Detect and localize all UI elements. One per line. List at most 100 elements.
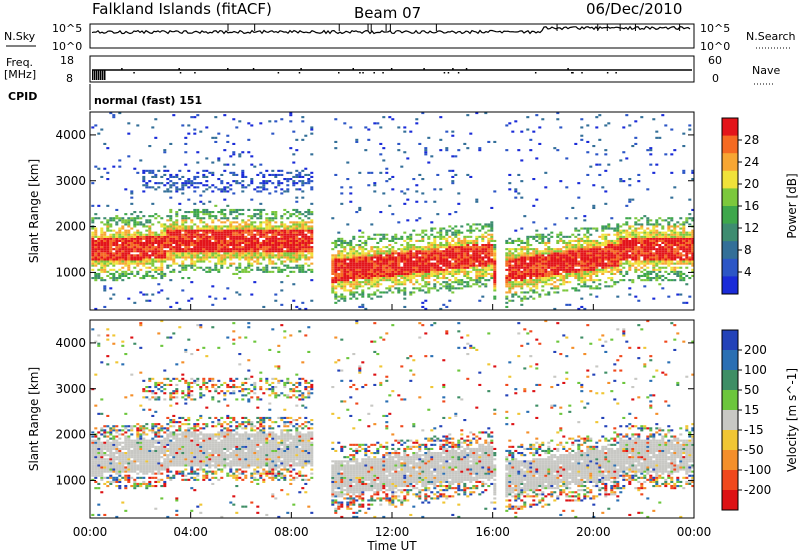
- heatmap-cell: [451, 239, 455, 242]
- heatmap-cell: [364, 262, 368, 265]
- heatmap-cell: [400, 237, 404, 240]
- heatmap-cell: [196, 258, 200, 261]
- heatmap-cell: [439, 250, 443, 253]
- heatmap-cell: [610, 279, 614, 282]
- heatmap-cell: [535, 272, 539, 275]
- heatmap-cell: [541, 279, 545, 282]
- heatmap-cell: [217, 244, 221, 247]
- heatmap-cell: [301, 252, 305, 255]
- heatmap-cell: [631, 229, 635, 232]
- frequency-dot: [423, 68, 425, 70]
- heatmap-cell: [379, 283, 383, 286]
- heatmap-cell: [478, 223, 482, 226]
- heatmap-cell: [544, 186, 548, 189]
- heatmap-cell: [427, 254, 431, 257]
- heatmap-cell: [289, 254, 293, 257]
- heatmap-cell: [493, 239, 497, 242]
- heatmap-cell: [532, 258, 536, 261]
- heatmap-cell: [175, 246, 179, 249]
- heatmap-cell: [676, 266, 680, 269]
- heatmap-cell: [655, 229, 659, 232]
- heatmap-cell: [133, 254, 137, 257]
- heatmap-cell: [409, 274, 413, 277]
- heatmap-cell: [256, 258, 260, 261]
- heatmap-cell: [190, 233, 194, 236]
- heatmap-cell: [361, 254, 365, 257]
- heatmap-cell: [160, 277, 164, 280]
- heatmap-cell: [514, 274, 518, 277]
- heatmap-cell: [121, 272, 125, 275]
- heatmap-cell: [388, 277, 392, 280]
- heatmap-cell: [142, 246, 146, 249]
- heatmap-cell: [127, 260, 131, 263]
- heatmap-cell: [115, 239, 119, 242]
- heatmap-cell: [406, 198, 410, 201]
- heatmap-cell: [280, 254, 284, 257]
- heatmap-cell: [121, 241, 125, 244]
- heatmap-cell: [340, 256, 344, 259]
- heatmap-cell: [94, 213, 98, 216]
- heatmap-cell: [409, 293, 413, 296]
- heatmap-cell: [220, 241, 224, 244]
- heatmap-cell: [100, 258, 104, 261]
- heatmap-cell: [511, 283, 515, 286]
- heatmap-cell: [595, 287, 599, 290]
- heatmap-cell: [388, 256, 392, 259]
- heatmap-cell: [310, 256, 314, 259]
- heatmap-cell: [109, 277, 113, 280]
- heatmap-cell: [568, 235, 572, 238]
- heatmap-cell: [352, 262, 356, 265]
- heatmap-cell: [301, 116, 305, 119]
- heatmap-cell: [616, 268, 620, 271]
- heatmap-cell: [592, 248, 596, 251]
- heatmap-cell: [418, 258, 422, 261]
- heatmap-cell: [346, 244, 350, 247]
- heatmap-cell: [355, 264, 359, 267]
- heatmap-cell: [463, 270, 467, 273]
- heatmap-cell: [244, 252, 248, 255]
- heatmap-cell: [520, 260, 524, 263]
- heatmap-cell: [334, 270, 338, 273]
- heatmap-cell: [466, 258, 470, 261]
- heatmap-cell: [646, 250, 650, 253]
- heatmap-cell: [619, 250, 623, 253]
- heatmap-cell: [388, 244, 392, 247]
- heatmap-cell: [274, 225, 278, 228]
- heatmap-cell: [205, 233, 209, 236]
- heatmap-cell: [676, 260, 680, 263]
- heatmap-cell: [178, 202, 182, 205]
- heatmap-cell: [430, 262, 434, 265]
- nave-tick-top: 60: [708, 54, 722, 67]
- heatmap-cell: [472, 223, 476, 226]
- heatmap-cell: [529, 281, 533, 284]
- heatmap-cell: [520, 256, 524, 259]
- heatmap-cell: [280, 231, 284, 234]
- heatmap-cell: [529, 289, 533, 292]
- heatmap-cell: [508, 281, 512, 284]
- heatmap-cell: [385, 171, 389, 174]
- heatmap-cell: [559, 272, 563, 275]
- heatmap-cell: [112, 244, 116, 247]
- heatmap-cell: [127, 244, 131, 247]
- heatmap-cell: [526, 281, 530, 284]
- heatmap-cell: [505, 260, 509, 263]
- heatmap-cell: [247, 254, 251, 257]
- heatmap-cell: [565, 256, 569, 259]
- heatmap-cell: [553, 268, 557, 271]
- heatmap-cell: [286, 256, 290, 259]
- heatmap-cell: [241, 221, 245, 224]
- heatmap-cell: [595, 227, 599, 230]
- heatmap-cell: [163, 260, 167, 263]
- heatmap-cell: [307, 248, 311, 251]
- heatmap-cell: [514, 248, 518, 251]
- heatmap-cell: [103, 248, 107, 251]
- heatmap-cell: [133, 237, 137, 240]
- heatmap-cell: [532, 204, 536, 207]
- heatmap-cell: [250, 163, 254, 166]
- heatmap-cell: [247, 229, 251, 232]
- heatmap-cell: [436, 258, 440, 261]
- heatmap-cell: [505, 248, 509, 251]
- heatmap-cell: [130, 190, 134, 193]
- heatmap-cell: [421, 231, 425, 234]
- heatmap-cell: [184, 254, 188, 257]
